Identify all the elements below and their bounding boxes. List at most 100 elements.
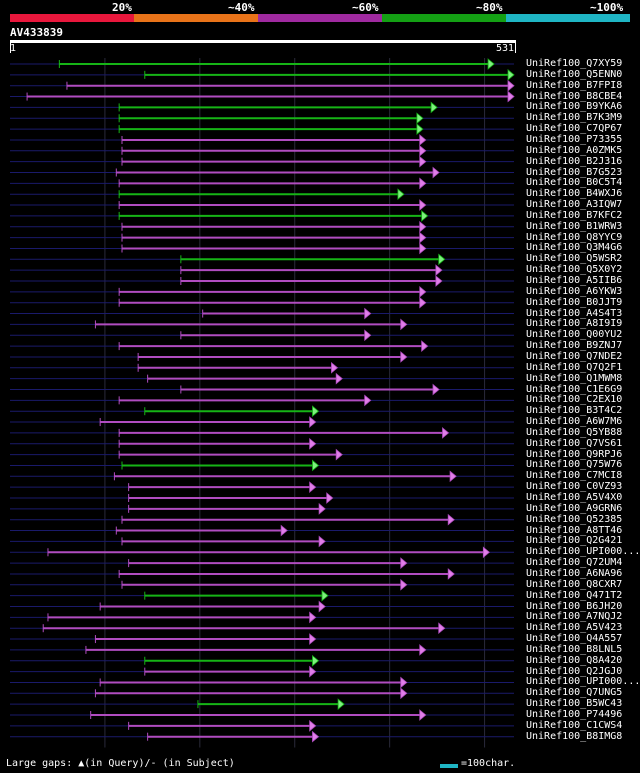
hit-label-25[interactable]: UniRef100_Q00YU2 xyxy=(526,329,623,341)
hit-arrow-12 xyxy=(397,188,405,201)
hit-label-53[interactable]: UniRef100_Q4A557 xyxy=(526,633,623,645)
hit-label-22[interactable]: UniRef100_B0JJT9 xyxy=(526,296,623,308)
gaps-legend: Large gaps: ▲(in Query)/- (in Subject) xyxy=(6,758,235,769)
hit-label-35[interactable]: UniRef100_Q7VS61 xyxy=(526,437,623,449)
scale-label: =100char. xyxy=(461,758,516,769)
hit-arrow-10 xyxy=(432,166,440,179)
hit-arrow-47 xyxy=(447,568,455,580)
hit-arrow-34 xyxy=(442,427,450,439)
hit-arrow-19 xyxy=(435,264,443,277)
hit-label-39[interactable]: UniRef100_C0VZ93 xyxy=(526,481,623,493)
hit-arrow-14 xyxy=(421,210,429,222)
hit-arrow-35 xyxy=(309,437,317,450)
hit-arrow-32 xyxy=(312,405,320,418)
hit-arrow-49 xyxy=(321,589,329,602)
hit-label-58[interactable]: UniRef100_Q7UNG5 xyxy=(526,687,623,699)
hit-label-50[interactable]: UniRef100_B6JH20 xyxy=(526,600,623,612)
legend-bar-1 xyxy=(134,14,258,22)
hit-label-16[interactable]: UniRef100_Q8YYC9 xyxy=(526,231,623,243)
hit-arrow-24 xyxy=(400,318,408,331)
legend-bar-3 xyxy=(382,14,506,22)
hit-label-6[interactable]: UniRef100_C7QP67 xyxy=(526,123,623,135)
hit-label-21[interactable]: UniRef100_A6YKW3 xyxy=(526,285,623,297)
hit-arrow-20 xyxy=(435,275,443,287)
hit-label-15[interactable]: UniRef100_B1WRW3 xyxy=(526,220,623,232)
hit-label-55[interactable]: UniRef100_Q8A420 xyxy=(526,654,623,666)
hit-label-34[interactable]: UniRef100_Q5YB88 xyxy=(526,426,623,438)
hit-label-60[interactable]: UniRef100_P74496 xyxy=(526,709,623,720)
hit-arrow-52 xyxy=(438,622,446,635)
hit-arrow-5 xyxy=(416,112,424,125)
hit-label-3[interactable]: UniRef100_B8CBE4 xyxy=(526,90,623,102)
hit-arrow-28 xyxy=(331,361,339,374)
hit-label-0[interactable]: UniRef100_Q7XY59 xyxy=(526,58,623,69)
hit-label-31[interactable]: UniRef100_C2EX10 xyxy=(526,394,623,406)
hit-arrow-18 xyxy=(438,253,446,266)
hit-label-5[interactable]: UniRef100_B7K3M9 xyxy=(526,112,623,124)
hit-label-32[interactable]: UniRef100_B3T4C2 xyxy=(526,405,623,417)
hit-label-1[interactable]: UniRef100_Q5ENN0 xyxy=(526,68,623,80)
hit-label-42[interactable]: UniRef100_Q52385 xyxy=(526,513,623,525)
hit-label-13[interactable]: UniRef100_A3IQW7 xyxy=(526,199,623,211)
hit-arrow-25 xyxy=(364,329,372,342)
hit-label-62[interactable]: UniRef100_B8IMG8 xyxy=(526,730,623,742)
hit-label-43[interactable]: UniRef100_A8TT46 xyxy=(526,524,623,536)
hit-label-57[interactable]: UniRef100_UPI000... xyxy=(526,676,640,688)
hit-label-59[interactable]: UniRef100_B5WC43 xyxy=(526,698,623,710)
hit-arrow-16 xyxy=(419,231,427,244)
hit-label-24[interactable]: UniRef100_A8I9I9 xyxy=(526,318,623,330)
hit-arrow-29 xyxy=(335,372,343,385)
hit-arrow-45 xyxy=(482,546,490,559)
hit-arrow-48 xyxy=(400,578,408,591)
hit-label-38[interactable]: UniRef100_C7MCI8 xyxy=(526,470,623,482)
hit-label-10[interactable]: UniRef100_B7G523 xyxy=(526,166,623,178)
hit-label-20[interactable]: UniRef100_A5IIB6 xyxy=(526,275,623,286)
hit-arrow-9 xyxy=(419,155,427,168)
hit-arrow-38 xyxy=(449,470,457,483)
hit-arrow-0 xyxy=(487,58,495,70)
hit-label-8[interactable]: UniRef100_A0ZMK5 xyxy=(526,144,623,156)
hit-label-4[interactable]: UniRef100_B9YKA6 xyxy=(526,101,623,113)
hit-label-44[interactable]: UniRef100_Q2G421 xyxy=(526,535,623,547)
hit-arrow-1 xyxy=(507,68,515,81)
hit-arrow-59 xyxy=(337,698,345,711)
hit-label-46[interactable]: UniRef100_Q72UM4 xyxy=(526,557,623,569)
hit-label-30[interactable]: UniRef100_C1E6G9 xyxy=(526,383,623,395)
query-start-label: 1 xyxy=(10,43,17,54)
hit-label-37[interactable]: UniRef100_Q75W76 xyxy=(526,459,623,471)
hit-label-49[interactable]: UniRef100_Q471T2 xyxy=(526,589,623,601)
hit-label-18[interactable]: UniRef100_Q5WSR2 xyxy=(526,253,623,265)
hit-label-28[interactable]: UniRef100_Q7Q2F1 xyxy=(526,361,623,373)
hit-label-41[interactable]: UniRef100_A9GRN6 xyxy=(526,502,623,514)
hit-label-29[interactable]: UniRef100_Q1MWM8 xyxy=(526,372,623,384)
hit-arrow-56 xyxy=(309,665,317,678)
hit-label-26[interactable]: UniRef100_B9ZNJ7 xyxy=(526,340,623,352)
hit-label-17[interactable]: UniRef100_Q3M4G6 xyxy=(526,242,623,254)
legend-label-2: ~60% xyxy=(352,1,379,14)
hit-label-14[interactable]: UniRef100_B7KFC2 xyxy=(526,209,623,221)
hit-arrow-21 xyxy=(419,285,427,298)
hit-arrow-61 xyxy=(309,719,317,732)
hit-label-19[interactable]: UniRef100_Q5X0Y2 xyxy=(526,264,623,276)
hit-label-36[interactable]: UniRef100_Q9RPJ6 xyxy=(526,448,623,460)
hit-label-56[interactable]: UniRef100_Q2JGJ0 xyxy=(526,665,623,677)
hit-label-27[interactable]: UniRef100_Q7NDE2 xyxy=(526,350,623,362)
hit-label-11[interactable]: UniRef100_B0C5T4 xyxy=(526,177,623,189)
hit-label-7[interactable]: UniRef100_P73355 xyxy=(526,133,623,145)
hit-label-9[interactable]: UniRef100_B2J316 xyxy=(526,155,623,167)
hit-label-23[interactable]: UniRef100_A4S4T3 xyxy=(526,307,623,319)
hit-label-2[interactable]: UniRef100_B7FPI8 xyxy=(526,79,623,91)
hit-label-54[interactable]: UniRef100_B8LNL5 xyxy=(526,643,623,655)
hit-label-48[interactable]: UniRef100_Q8CXR7 xyxy=(526,578,623,590)
hit-arrow-13 xyxy=(419,199,427,211)
hit-label-47[interactable]: UniRef100_A6NA96 xyxy=(526,567,623,579)
hit-label-52[interactable]: UniRef100_A5V423 xyxy=(526,622,623,634)
hit-label-40[interactable]: UniRef100_A5V4X0 xyxy=(526,492,623,503)
hit-label-33[interactable]: UniRef100_A6W7M6 xyxy=(526,416,623,428)
hit-label-61[interactable]: UniRef100_C1CWS4 xyxy=(526,719,623,731)
hit-label-51[interactable]: UniRef100_A7NQJ2 xyxy=(526,611,623,623)
hit-label-45[interactable]: UniRef100_UPI000... xyxy=(526,546,640,558)
hit-label-12[interactable]: UniRef100_B4WXJ6 xyxy=(526,188,623,200)
hit-arrow-36 xyxy=(335,448,343,461)
hit-arrow-3 xyxy=(507,90,515,103)
